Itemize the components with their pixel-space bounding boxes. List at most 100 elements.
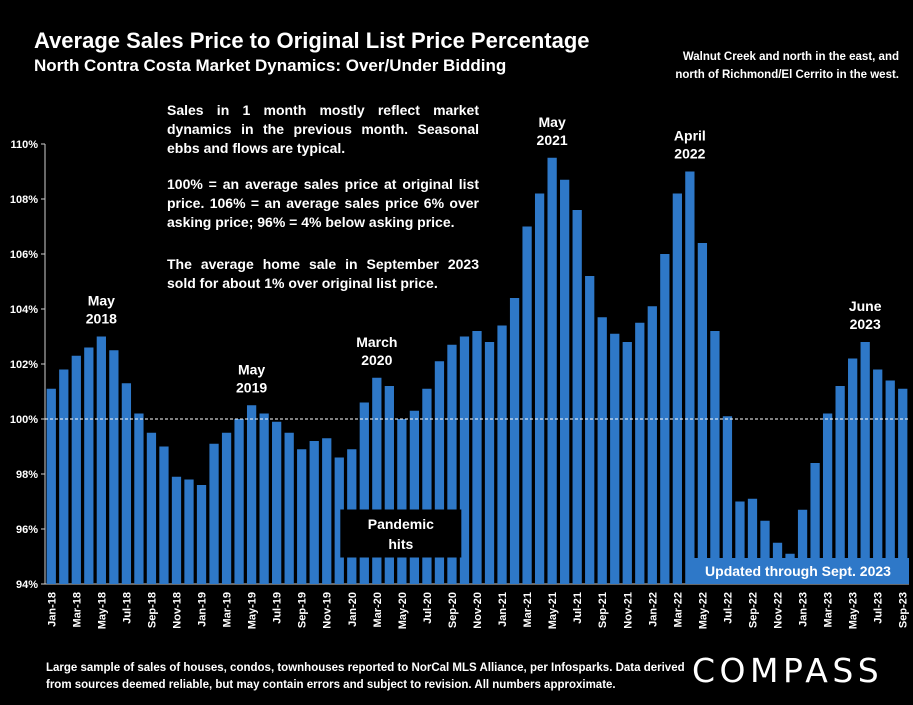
- x-tick-label: Jul-23: [873, 592, 885, 624]
- x-tick-label: May-20: [397, 592, 409, 629]
- geography-line-2: north of Richmond/El Cerrito in the west…: [675, 69, 899, 81]
- x-tick-label: May-21: [547, 592, 559, 629]
- geography-note: Walnut Creek and north in the east, and …: [619, 48, 899, 84]
- annotation-label-line1: June: [849, 298, 882, 314]
- bar: [246, 405, 257, 584]
- bar: [334, 457, 344, 584]
- annotation-label-line2: 2023: [850, 316, 881, 332]
- bar: [447, 344, 457, 584]
- bar: [497, 325, 507, 584]
- bar: [747, 498, 758, 584]
- pandemic-callout-line2: hits: [388, 536, 413, 552]
- bar: [422, 388, 432, 584]
- x-tick-label: Mar-19: [222, 592, 234, 627]
- x-tick-label: Sep-20: [447, 592, 459, 628]
- pandemic-callout-box: [340, 509, 462, 558]
- annotation-label-line1: May: [539, 114, 566, 130]
- note-september-summary: The average home sale in September 2023 …: [167, 256, 479, 291]
- bar: [109, 350, 119, 584]
- bar: [547, 157, 557, 584]
- bar: [635, 322, 645, 584]
- bar: [710, 331, 720, 584]
- bar: [509, 298, 520, 584]
- y-tick-label: 102%: [10, 359, 38, 371]
- geography-line-1: Walnut Creek and north in the east, and: [682, 51, 899, 63]
- bar: [472, 331, 482, 584]
- bar: [384, 386, 394, 584]
- bar: [159, 446, 169, 584]
- bar: [284, 432, 294, 584]
- bar: [647, 306, 657, 584]
- x-tick-label: May-19: [247, 592, 259, 629]
- y-tick-label: 106%: [10, 249, 38, 261]
- annotation-label-line2: 2022: [674, 146, 705, 162]
- x-tick-label: Sep-19: [297, 592, 309, 628]
- bar: [196, 485, 207, 584]
- x-tick-label: Sep-23: [898, 592, 910, 628]
- bar: [322, 438, 332, 584]
- bar: [259, 413, 269, 584]
- x-tick-label: Mar-20: [372, 592, 384, 627]
- bar: [209, 443, 219, 584]
- bar: [873, 369, 883, 584]
- y-tick-label: 94%: [16, 579, 38, 591]
- bar: [797, 509, 808, 584]
- x-tick-label: Sep-21: [597, 592, 609, 628]
- x-tick-label: Jul-21: [572, 592, 584, 624]
- bar: [146, 432, 157, 584]
- bar: [522, 226, 532, 584]
- bar: [71, 355, 81, 584]
- x-tick-label: Nov-19: [322, 592, 334, 629]
- x-tick-label: Jan-20: [347, 592, 359, 627]
- bar: [171, 476, 182, 584]
- x-tick-label: Nov-20: [472, 592, 484, 629]
- annotation-label-line1: April: [674, 128, 706, 144]
- x-tick-label: Jul-22: [722, 592, 734, 624]
- bar: [397, 419, 407, 584]
- bar: [560, 179, 570, 584]
- note-seasonal: Sales in 1 month mostly reflect market d…: [167, 102, 479, 156]
- bar: [121, 383, 132, 584]
- bar: [760, 520, 770, 584]
- chart-subtitle: North Contra Costa Market Dynamics: Over…: [34, 56, 507, 75]
- x-tick-label: Mar-21: [522, 592, 534, 627]
- bar: [272, 421, 282, 584]
- y-tick-label: 110%: [10, 139, 38, 151]
- chart-title: Average Sales Price to Original List Pri…: [34, 28, 590, 53]
- bar: [898, 388, 908, 584]
- x-tick-label: Sep-22: [747, 592, 759, 628]
- annotation-label-line2: 2021: [537, 132, 568, 148]
- bar: [835, 386, 845, 584]
- y-tick-label: 98%: [16, 469, 38, 481]
- footer-disclaimer: Large sample of sales of houses, condos,…: [46, 662, 685, 691]
- x-tick-label: Jan-23: [798, 592, 810, 627]
- x-tick-label: Mar-23: [823, 592, 835, 627]
- bar: [484, 342, 495, 584]
- bar: [848, 358, 858, 584]
- bar: [860, 342, 870, 584]
- y-tick-label: 96%: [16, 524, 38, 536]
- pandemic-callout-line1: Pandemic: [368, 516, 434, 532]
- bar: [234, 419, 244, 584]
- compass-logo: COMPASS: [692, 651, 884, 690]
- bar: [622, 342, 632, 584]
- bar: [297, 449, 307, 584]
- x-tick-label: Mar-22: [672, 592, 684, 627]
- bar: [722, 416, 733, 584]
- x-tick-label: Nov-18: [171, 592, 183, 629]
- bar: [359, 402, 369, 584]
- x-tick-label: Jul-18: [121, 592, 133, 624]
- updated-badge-text: Updated through Sept. 2023: [705, 563, 891, 579]
- bar: [610, 333, 620, 584]
- x-tick-label: Sep-18: [146, 592, 158, 628]
- bar: [59, 369, 69, 584]
- bar: [885, 380, 895, 584]
- x-tick-label: May-18: [96, 592, 108, 629]
- bar: [597, 317, 607, 584]
- bar: [434, 361, 445, 584]
- updated-badge: [687, 558, 909, 584]
- x-tick-label: Mar-18: [71, 592, 83, 627]
- bar: [810, 463, 820, 584]
- bar: [685, 171, 695, 584]
